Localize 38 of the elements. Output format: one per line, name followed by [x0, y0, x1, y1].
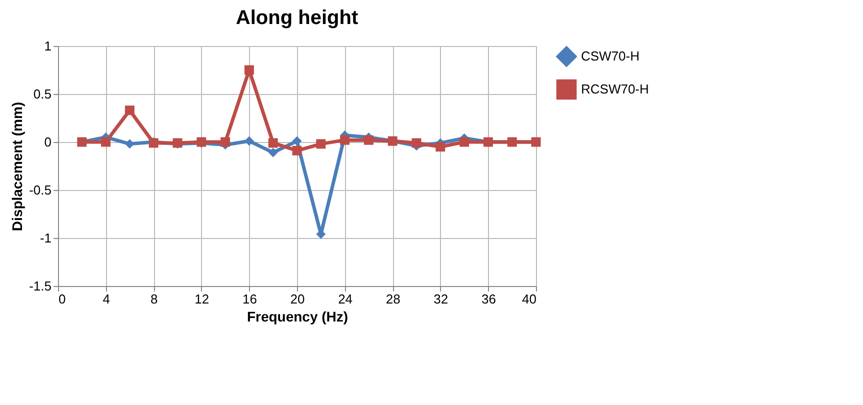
x-tick-label: 24 — [338, 292, 353, 306]
legend-label: CSW70-H — [581, 48, 640, 64]
y-tick-label: 1 — [44, 38, 52, 54]
x-tick-label: 36 — [481, 292, 496, 306]
x-tick-label: 16 — [242, 292, 257, 306]
legend-label: RCSW70-H — [581, 82, 649, 96]
point — [316, 139, 326, 149]
point — [292, 146, 302, 156]
chart-title: Along height — [236, 7, 358, 29]
y-tick-label: 0.5 — [33, 86, 52, 102]
point — [364, 135, 374, 145]
y-axis-title: Displacement (mm) — [9, 102, 26, 232]
x-tick-label: 0 — [58, 292, 66, 306]
point — [244, 136, 254, 146]
y-tick-label: -1.5 — [29, 278, 52, 294]
x-tick-label: 28 — [386, 292, 400, 306]
y-tick-label: -0.5 — [29, 182, 52, 198]
x-tick-label: 12 — [194, 292, 210, 306]
x-tick-label: 32 — [434, 292, 448, 306]
point — [244, 65, 254, 75]
point — [460, 137, 470, 147]
point — [101, 137, 111, 147]
y-tick-label: -1 — [40, 230, 52, 246]
x-axis-title: Frequency (Hz) — [246, 308, 348, 324]
y-tick-label: 0 — [44, 134, 52, 150]
point — [436, 142, 446, 152]
x-tick-label: 20 — [290, 292, 305, 306]
point — [292, 136, 302, 146]
point — [220, 137, 230, 147]
x-tick-label: 40 — [522, 292, 536, 306]
point — [412, 138, 422, 148]
point — [268, 138, 278, 148]
point — [124, 139, 134, 149]
point — [268, 148, 278, 158]
x-tick-label: 8 — [150, 292, 158, 306]
x-tick-label: 4 — [102, 292, 110, 306]
point — [340, 135, 350, 145]
point — [124, 106, 134, 116]
